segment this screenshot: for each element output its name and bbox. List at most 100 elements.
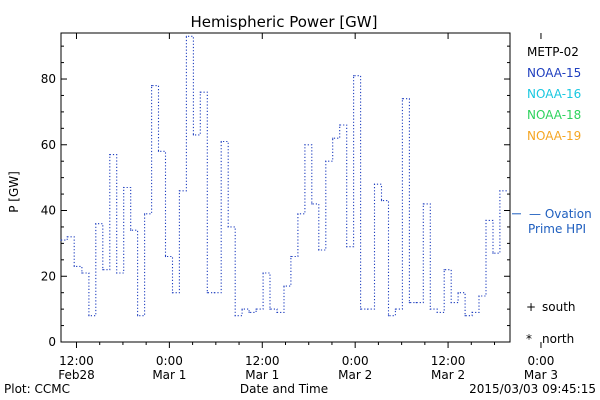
x-tick-date: Mar 2	[338, 368, 372, 382]
ovation-label-line1: — Ovation	[529, 207, 592, 221]
data-point	[401, 98, 403, 100]
data-point	[234, 315, 236, 317]
x-tick-date: Mar 1	[245, 368, 279, 382]
data-point	[157, 150, 160, 152]
data-point	[353, 75, 355, 77]
y-ticks: 0 20 40 60 80	[41, 45, 510, 349]
data-point	[415, 302, 417, 304]
legend-entry-noaa-18: NOAA-18	[527, 108, 581, 122]
north-marker-symbol: *	[526, 332, 532, 346]
data-point	[178, 190, 180, 192]
legend-entry-noaa-16: NOAA-16	[527, 87, 581, 101]
data-point	[130, 229, 132, 231]
data-point	[304, 144, 306, 146]
data-point	[457, 292, 459, 294]
series-layer	[60, 35, 507, 317]
data-point	[60, 239, 62, 241]
data-point	[81, 272, 83, 274]
x-tick-date: Mar 1	[152, 368, 186, 382]
y-tick-label: 40	[41, 204, 56, 218]
data-point	[171, 292, 174, 294]
data-point	[66, 236, 68, 238]
data-point	[297, 213, 299, 215]
data-point	[464, 315, 466, 317]
data-point	[318, 249, 320, 251]
data-point	[373, 183, 376, 185]
data-point	[290, 255, 292, 258]
data-point	[276, 311, 278, 313]
data-point	[116, 272, 118, 274]
data-point	[346, 246, 348, 248]
data-point	[73, 265, 75, 267]
y-tick-label: 0	[48, 335, 56, 349]
x-tick-time: 12:00	[245, 354, 280, 368]
data-point	[429, 308, 431, 310]
x-tick-time: 0:00	[156, 354, 183, 368]
data-point	[262, 272, 264, 274]
data-point	[325, 160, 327, 162]
data-point	[380, 200, 383, 202]
data-point	[283, 285, 285, 287]
plot-frame	[60, 32, 511, 343]
data-point	[499, 190, 501, 192]
legend-entry-noaa-19: NOAA-19	[527, 129, 581, 143]
data-point	[109, 154, 111, 156]
data-point	[248, 311, 250, 313]
data-point	[311, 203, 313, 205]
data-point	[436, 311, 438, 313]
legend-entry-noaa-15: NOAA-15	[527, 66, 581, 80]
x-tick-date: Mar 2	[431, 368, 465, 382]
data-point	[123, 186, 125, 189]
ovation-label-line2: Prime HPI	[528, 222, 586, 236]
data-point	[192, 134, 194, 136]
data-point	[408, 302, 410, 304]
data-point	[485, 219, 487, 221]
data-point	[137, 315, 139, 317]
data-point	[206, 292, 208, 294]
data-point	[478, 295, 480, 297]
data-point	[241, 308, 243, 310]
series-line-noaa-15	[61, 35, 507, 317]
data-point	[185, 35, 187, 37]
data-point	[255, 308, 257, 310]
data-point	[443, 269, 445, 271]
x-axis-label: Date and Time	[240, 382, 328, 396]
data-point	[450, 302, 452, 304]
data-point	[151, 85, 153, 87]
y-axis-label: P [GW]	[7, 171, 21, 213]
north-marker-label: north	[542, 332, 574, 346]
data-point	[394, 308, 396, 310]
data-point	[199, 91, 201, 93]
data-point	[387, 315, 390, 317]
legend-entry-metp-02: METP-02	[527, 45, 579, 59]
data-point	[339, 124, 341, 126]
data-point	[220, 140, 222, 143]
y-tick-label: 60	[41, 138, 56, 152]
footer-timestamp: 2015/03/03 09:45:15	[469, 382, 596, 396]
y-tick-label: 20	[41, 269, 56, 283]
y-tick-label: 80	[41, 72, 56, 86]
data-point	[269, 308, 271, 310]
chart-title: Hemispheric Power [GW]	[191, 13, 378, 31]
data-point	[95, 223, 97, 225]
data-point	[422, 203, 424, 205]
data-point	[88, 315, 90, 317]
data-point	[471, 311, 473, 313]
x-tick-time: 0:00	[342, 354, 369, 368]
data-point	[227, 226, 229, 228]
data-point	[360, 308, 362, 310]
x-tick-time: 12:00	[431, 354, 466, 368]
data-point	[213, 292, 215, 294]
data-point	[492, 252, 494, 254]
footer-plot-credit: Plot: CCMC	[4, 382, 70, 396]
data-point	[367, 308, 369, 310]
legend: METP-02 NOAA-15 NOAA-16 NOAA-18 NOAA-19	[527, 45, 581, 143]
data-point	[332, 137, 334, 139]
x-tick-date: Feb28	[58, 368, 95, 382]
x-tick-time: 0:00	[527, 354, 554, 368]
data-point	[102, 269, 104, 271]
data-point	[144, 213, 146, 215]
x-tick-date: Mar 3	[524, 368, 558, 382]
